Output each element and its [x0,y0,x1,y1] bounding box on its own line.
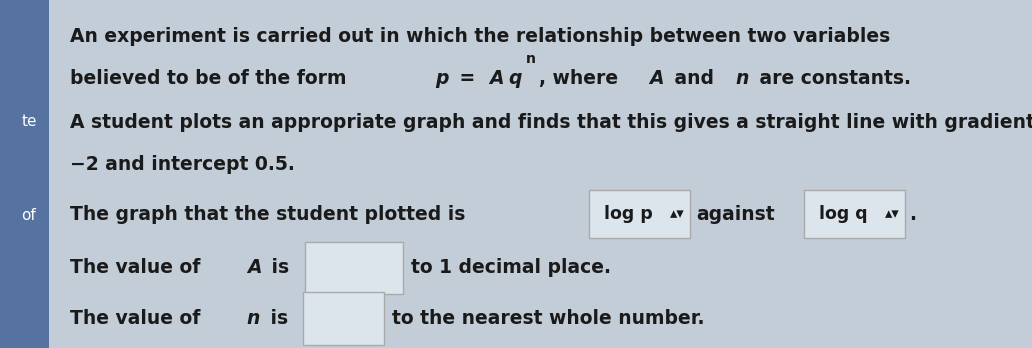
Text: against: against [696,205,775,223]
FancyBboxPatch shape [804,190,905,238]
Text: p: p [436,69,449,88]
Text: A: A [649,69,664,88]
FancyBboxPatch shape [304,242,402,294]
Text: of: of [22,208,36,223]
Text: q: q [509,69,522,88]
Text: −2 and intercept 0.5.: −2 and intercept 0.5. [70,155,295,174]
Text: n: n [736,69,749,88]
Text: ▴▾: ▴▾ [885,206,900,222]
Text: to the nearest whole number.: to the nearest whole number. [392,309,705,328]
Text: An experiment is carried out in which the relationship between two variables: An experiment is carried out in which th… [70,27,897,46]
Text: The graph that the student plotted is: The graph that the student plotted is [70,205,465,223]
Text: log p: log p [604,205,658,223]
Text: n: n [247,309,260,328]
Text: are constants.: are constants. [752,69,911,88]
Bar [0,0,49,348]
Text: , where: , where [539,69,624,88]
FancyBboxPatch shape [303,292,384,345]
Text: to 1 decimal place.: to 1 decimal place. [411,259,611,277]
Text: The value of: The value of [70,309,207,328]
Text: and: and [668,69,720,88]
Text: n: n [525,52,536,66]
Text: is: is [264,309,288,328]
FancyBboxPatch shape [588,190,689,238]
Text: The value of: The value of [70,259,207,277]
Text: is: is [265,259,290,277]
Text: believed to be of the form: believed to be of the form [70,69,353,88]
Text: A: A [490,69,505,88]
Text: log q: log q [818,205,873,223]
Text: =: = [453,69,481,88]
Text: A: A [247,259,261,277]
Text: ▴▾: ▴▾ [670,206,685,222]
Text: te: te [21,114,37,129]
Text: .: . [909,205,915,223]
Text: A student plots an appropriate graph and finds that this gives a straight line w: A student plots an appropriate graph and… [70,113,1032,132]
